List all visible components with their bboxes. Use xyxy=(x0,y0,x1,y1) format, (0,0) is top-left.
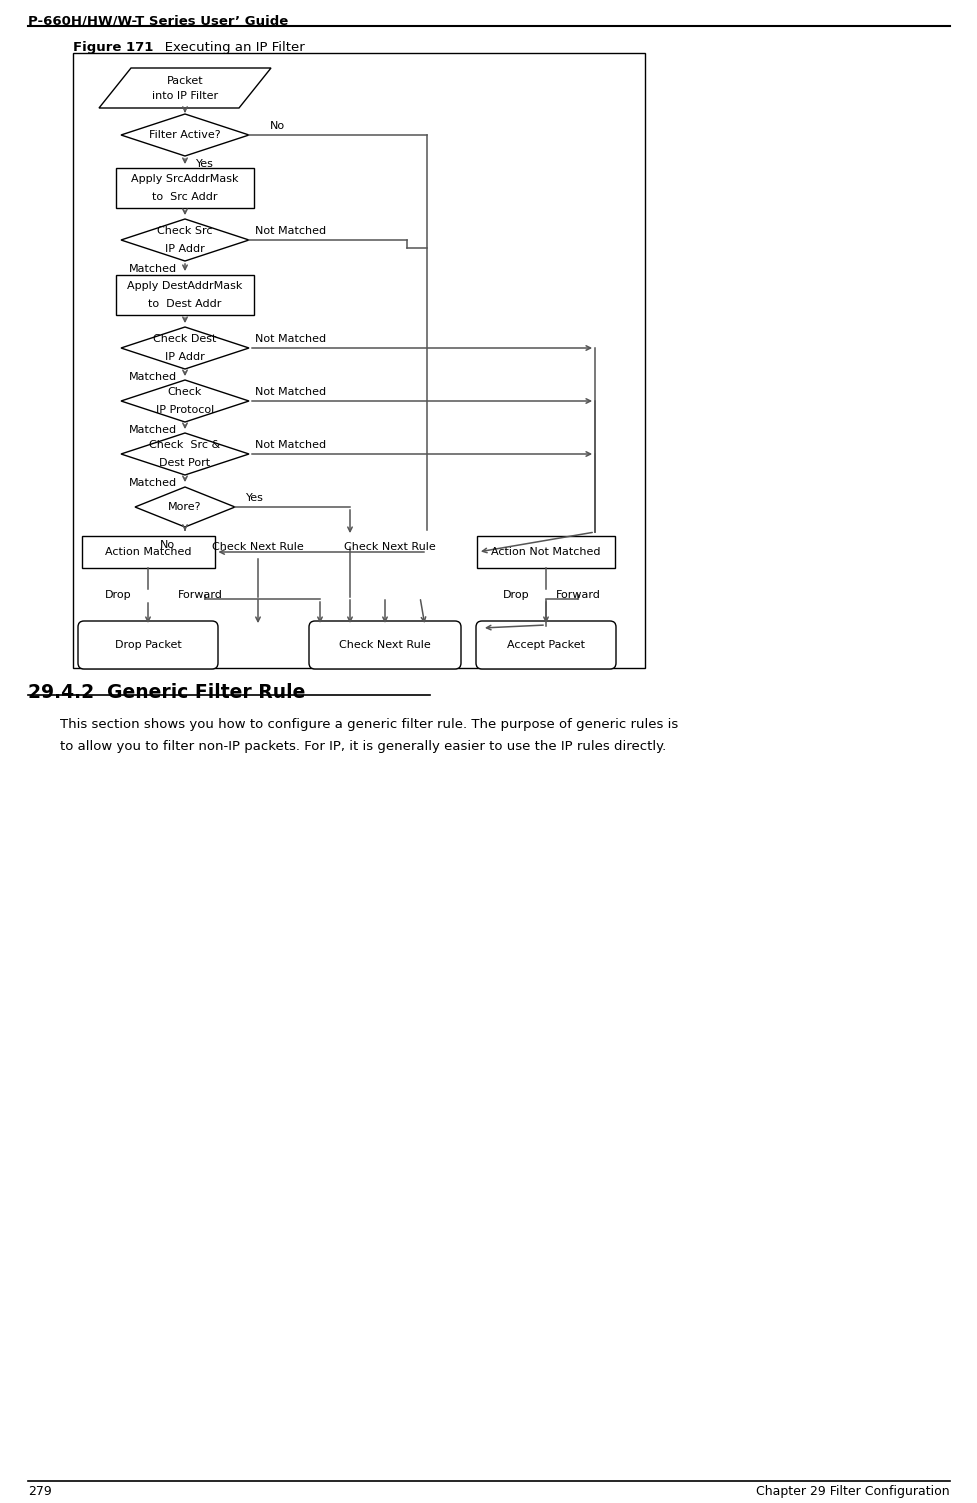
Text: Check  Src &: Check Src & xyxy=(149,440,221,449)
Text: 279: 279 xyxy=(28,1485,52,1498)
FancyBboxPatch shape xyxy=(78,621,218,669)
Text: Matched: Matched xyxy=(129,425,177,434)
Text: Yes: Yes xyxy=(246,493,264,504)
Text: Forward: Forward xyxy=(178,591,222,600)
Text: Executing an IP Filter: Executing an IP Filter xyxy=(151,41,305,54)
Text: Drop: Drop xyxy=(502,591,529,600)
Text: Matched: Matched xyxy=(129,265,177,274)
Text: Not Matched: Not Matched xyxy=(255,334,326,344)
Text: IP Addr: IP Addr xyxy=(165,352,204,362)
Polygon shape xyxy=(121,433,249,475)
Text: into IP Filter: into IP Filter xyxy=(151,92,218,101)
Text: Not Matched: Not Matched xyxy=(255,440,326,449)
Bar xyxy=(116,275,254,316)
Bar xyxy=(477,537,615,568)
Text: 29.4.2  Generic Filter Rule: 29.4.2 Generic Filter Rule xyxy=(28,682,305,702)
Text: Check Src: Check Src xyxy=(157,225,213,236)
Polygon shape xyxy=(135,487,234,528)
Text: Apply SrcAddrMask: Apply SrcAddrMask xyxy=(131,174,238,183)
Text: Packet: Packet xyxy=(166,77,203,86)
Text: Forward: Forward xyxy=(555,591,600,600)
Text: to allow you to filter non-IP packets. For IP, it is generally easier to use the: to allow you to filter non-IP packets. F… xyxy=(60,739,665,753)
Bar xyxy=(81,537,214,568)
Text: Check Next Rule: Check Next Rule xyxy=(344,543,436,552)
Text: P-660H/HW/W-T Series User’ Guide: P-660H/HW/W-T Series User’ Guide xyxy=(28,14,288,27)
Text: Not Matched: Not Matched xyxy=(255,225,326,236)
Text: Yes: Yes xyxy=(195,159,214,168)
Text: to  Src Addr: to Src Addr xyxy=(152,192,218,201)
Text: Check: Check xyxy=(168,386,202,397)
Polygon shape xyxy=(121,219,249,262)
Text: Figure 171: Figure 171 xyxy=(73,41,153,54)
Text: Check Dest: Check Dest xyxy=(153,334,217,344)
Polygon shape xyxy=(99,68,271,108)
Text: IP Addr: IP Addr xyxy=(165,243,204,254)
Bar xyxy=(73,53,645,667)
Text: No: No xyxy=(159,540,174,550)
Bar xyxy=(116,168,254,207)
Text: Not Matched: Not Matched xyxy=(255,386,326,397)
Polygon shape xyxy=(121,114,249,156)
Text: Check Next Rule: Check Next Rule xyxy=(212,543,304,552)
Text: IP Protocol: IP Protocol xyxy=(155,404,214,415)
Text: Action Matched: Action Matched xyxy=(105,547,191,558)
Text: This section shows you how to configure a generic filter rule. The purpose of ge: This section shows you how to configure … xyxy=(60,718,678,730)
Text: No: No xyxy=(269,122,284,131)
Text: Drop: Drop xyxy=(105,591,131,600)
Text: Accept Packet: Accept Packet xyxy=(506,640,584,649)
Text: Apply DestAddrMask: Apply DestAddrMask xyxy=(127,281,242,292)
Text: Action Not Matched: Action Not Matched xyxy=(490,547,600,558)
Text: to  Dest Addr: to Dest Addr xyxy=(149,299,222,310)
FancyBboxPatch shape xyxy=(476,621,616,669)
Text: Drop Packet: Drop Packet xyxy=(114,640,181,649)
Text: Matched: Matched xyxy=(129,478,177,488)
Text: More?: More? xyxy=(168,502,201,513)
Text: Dest Port: Dest Port xyxy=(159,458,210,467)
Polygon shape xyxy=(121,380,249,422)
Text: Matched: Matched xyxy=(129,373,177,382)
Text: Check Next Rule: Check Next Rule xyxy=(339,640,431,649)
Polygon shape xyxy=(121,328,249,370)
Text: Chapter 29 Filter Configuration: Chapter 29 Filter Configuration xyxy=(755,1485,949,1498)
Text: Filter Active?: Filter Active? xyxy=(149,129,221,140)
FancyBboxPatch shape xyxy=(309,621,460,669)
